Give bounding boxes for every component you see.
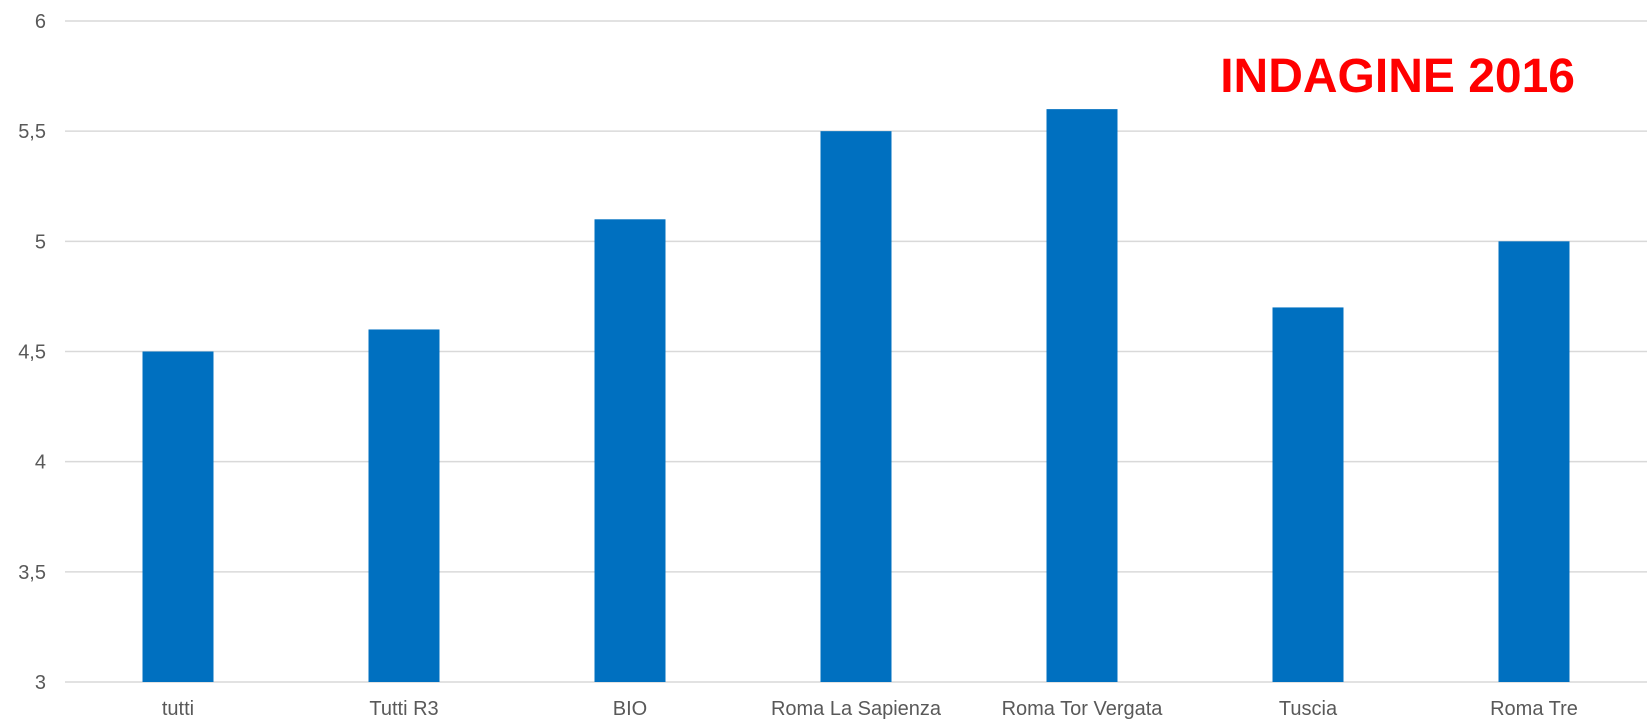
x-category-label: Roma La Sapienza: [771, 698, 942, 720]
bar-roma-tre: [1498, 241, 1570, 683]
y-tick-label: 3,5: [18, 562, 46, 584]
x-category-label: Tutti R3: [369, 698, 438, 720]
bar-tuscia: [1272, 307, 1344, 682]
bar-roma-tor-vergata: [1046, 109, 1118, 683]
bar-tutti: [142, 351, 214, 682]
x-category-label: BIO: [613, 698, 647, 720]
bars: [142, 109, 1570, 683]
y-tick-label: 5: [35, 231, 46, 253]
y-tick-label: 4,5: [18, 342, 46, 364]
x-category-label: Roma Tor Vergata: [1002, 698, 1164, 720]
y-tick-label: 5,5: [18, 121, 46, 143]
y-tick-label: 3: [35, 672, 46, 694]
y-axis-tick-labels: 3 3,5 4 4,5 5 5,5 6: [18, 11, 46, 694]
bar-tutti-r3: [368, 329, 440, 682]
bar-bio: [594, 219, 666, 683]
y-tick-label: 6: [35, 11, 46, 33]
x-axis-category-labels: tutti Tutti R3 BIO Roma La Sapienza Roma Tor…: [162, 698, 1578, 720]
x-category-label: Roma Tre: [1490, 698, 1578, 720]
x-category-label: tutti: [162, 698, 194, 720]
y-tick-label: 4: [35, 452, 46, 474]
bar-roma-la-sapienza: [820, 131, 892, 682]
chart-title: INDAGINE 2016: [1220, 50, 1575, 103]
x-category-label: Tuscia: [1279, 698, 1338, 720]
